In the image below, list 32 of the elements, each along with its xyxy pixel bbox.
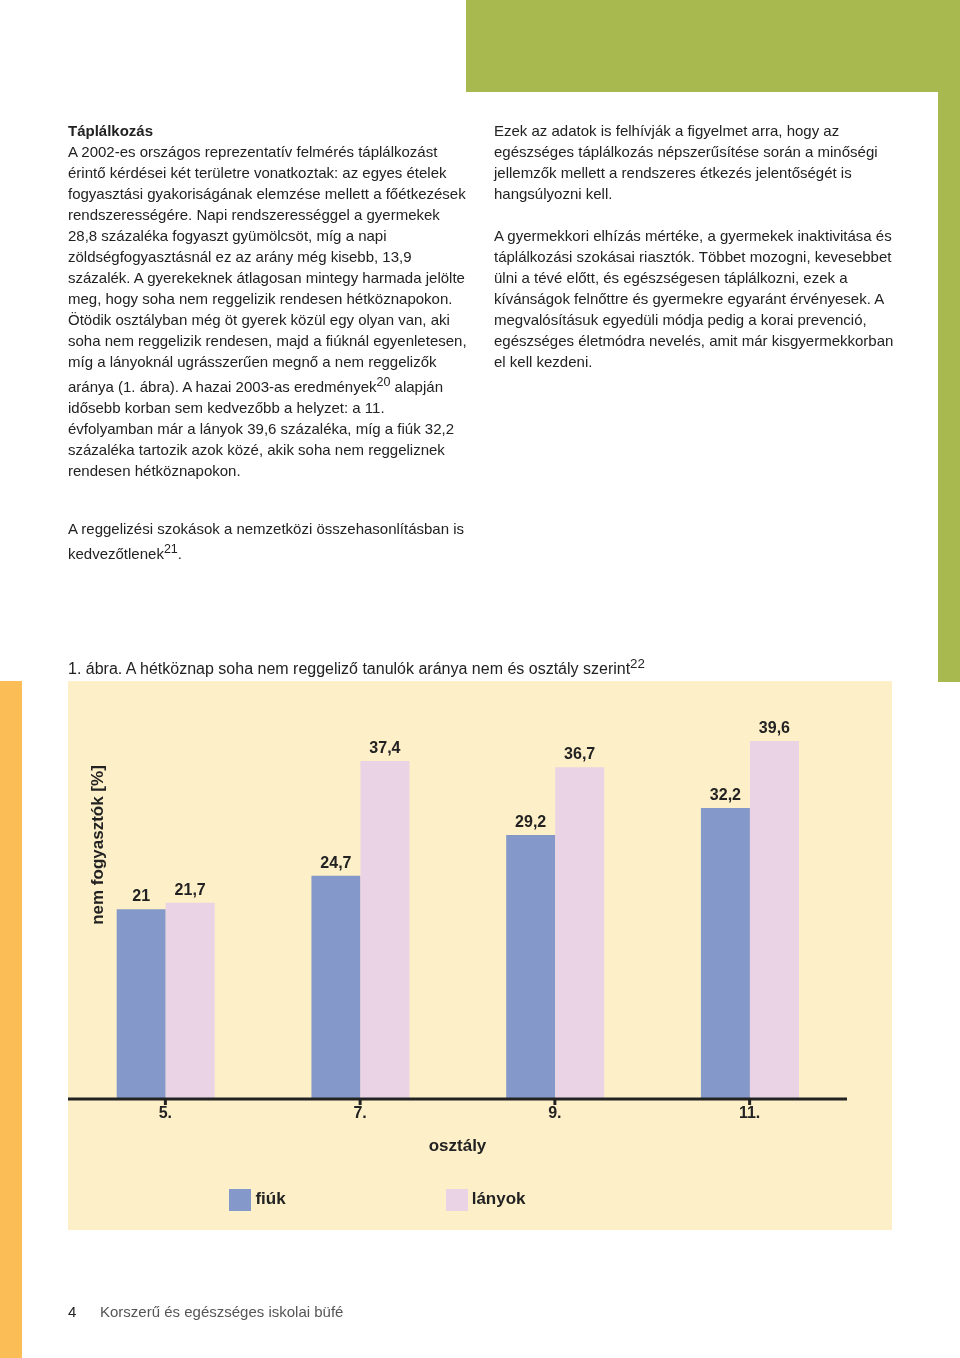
legend-label: lányok (471, 1189, 526, 1209)
chart-title: 1. ábra. A hétköznap soha nem reggeliző tanulók aránya nem és osztály szerint$^{22}$ (68, 656, 646, 679)
bar (555, 767, 605, 1099)
x-tick-label: 9. (548, 1104, 562, 1122)
data-label: 37,4 (369, 738, 401, 756)
text: A gyermekkori elhízás mértéke, a gyermekek inaktivitása és táplálkozási szokásai riasztók. Többet mozogni, kevesebbet ülni a tévé előtt, és egészségesen táplálkozni, ezek a kívánságok felnőttre és gyermekre egyaránt érvényesek. A megvalósításuk egyedüli módja pedig a korai prevenció, egészséges életmódra nevelés, amit már kisgyermekkorban el kell kezdeni. (494, 226, 894, 372)
text: A 2002-es országos reprezentatív felmérés táplálkozást érintő kérdései két területre vonatkoztak: az egyes ételek fogyasztási gyakoriságának elemzése mellett a főétkezések rendszerességére. Napi rendszerességgel a gyermekek 28,8 százaléka fogyaszt gyümölcsöt, míg a napi zöldségfogyasztásnál ez az arány még kisebb, 13,9 százalék. A gyerekeknek átlagosan mintegy harmada jelölte meg, hogy soha nem reggelizik rendesen hétköznapokon. Ötödik osztályban még öt gyerek közül egy olyan van, aki soha nem reggelizik rendesen, majd a fiúknál egyenletesen, míg a lányoknál ugrásszerűen megnő a nem reggelizők aránya (1. ábra). A hazai 2003-as eredmények$^{20}$ alapján idősebb korban sem kedvezőbb a helyzet: a 11. évfolyamban már a lányok 39,6 százaléka, míg a fiúk 32,2 százaléka tartozik azok közé, akik soha nem reggeliznek rendesen hétköznapokon. (68, 143, 467, 479)
data-label: 21 (132, 887, 151, 905)
bar (749, 741, 799, 1099)
y-axis-title: nem fogyasztók [%] (88, 765, 108, 925)
text: A reggelizési szokások a nemzetközi összehasonlításban is kedvezőtlenek$^{21}$. (68, 519, 466, 564)
x-tick-label: 11. (738, 1104, 761, 1122)
bar (506, 835, 556, 1099)
bar (165, 902, 215, 1099)
bar (700, 807, 750, 1099)
data-label: 36,7 (564, 745, 596, 763)
bar (311, 875, 361, 1099)
data-label: 21,7 (174, 880, 206, 898)
text: Korszerű és egészséges iskolai büfé (100, 1302, 345, 1322)
data-label: 29,2 (515, 813, 547, 831)
data-label: 24,7 (320, 853, 352, 871)
text: Ezek az adatok is felhívják a figyelmet arra, hogy az egészséges táplálkozás népszerűsítése során a minőségi jellemzők mellett a rendszeres étkezés jelentőségét is hangsúlyozni kell. (494, 121, 879, 204)
text: 4 (68, 1302, 78, 1322)
bar (116, 909, 166, 1099)
data-label: 32,2 (709, 785, 742, 803)
x-tick-label: 7. (353, 1104, 367, 1122)
x-tick-label: 5. (158, 1104, 173, 1122)
x-axis-title: osztály (428, 1136, 487, 1155)
bar (360, 760, 410, 1099)
text: Táplálkozás (68, 121, 155, 141)
data-label: 39,6 (758, 719, 791, 736)
legend-label: fiúk (255, 1189, 286, 1209)
